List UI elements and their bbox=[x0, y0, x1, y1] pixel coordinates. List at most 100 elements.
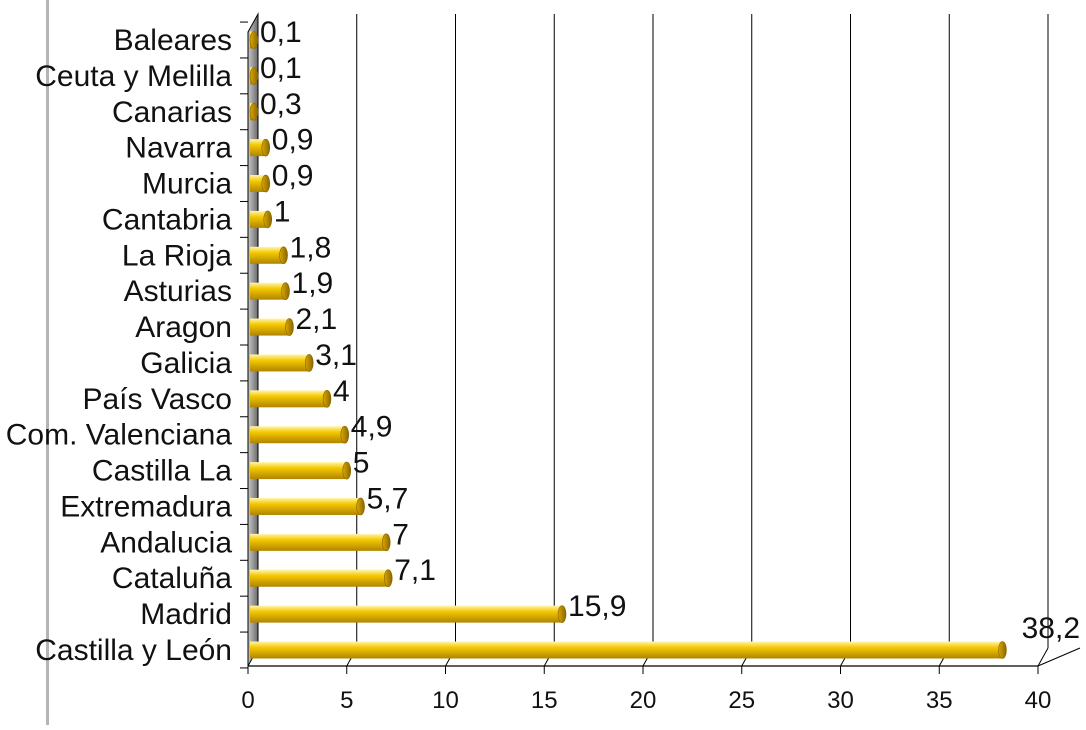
category-label: Com. Valenciana bbox=[6, 419, 233, 452]
category-label: Canarias bbox=[112, 96, 232, 129]
value-label: 0,3 bbox=[260, 88, 302, 121]
x-tick-label: 30 bbox=[827, 687, 854, 714]
bar bbox=[250, 461, 352, 480]
bar-body bbox=[250, 210, 268, 228]
bar bbox=[250, 210, 273, 229]
category-label: Cataluña bbox=[112, 562, 232, 595]
category-label: País Vasco bbox=[82, 383, 232, 416]
bar bbox=[250, 497, 365, 516]
bar-body bbox=[250, 497, 361, 515]
value-label: 0,1 bbox=[260, 16, 302, 49]
bar bbox=[249, 102, 259, 121]
bar bbox=[249, 67, 259, 85]
x-tick-label: 0 bbox=[241, 687, 254, 714]
bar bbox=[250, 318, 294, 336]
category-label: Cantabria bbox=[102, 203, 232, 236]
bar bbox=[250, 641, 1007, 659]
bar-cap bbox=[249, 102, 259, 121]
bar-cap bbox=[342, 461, 352, 480]
bar-body bbox=[250, 605, 563, 623]
bar-cap bbox=[381, 533, 391, 552]
category-label: Ceuta y Melilla bbox=[35, 60, 232, 93]
category-label: Asturias bbox=[124, 275, 232, 308]
bar bbox=[250, 533, 391, 552]
bar-body bbox=[250, 175, 266, 193]
value-label: 38,2 bbox=[1022, 612, 1080, 645]
bar bbox=[250, 138, 271, 157]
bar-cap bbox=[340, 425, 350, 444]
bar bbox=[250, 390, 332, 408]
bar-cap bbox=[279, 246, 288, 265]
value-label: 4 bbox=[333, 375, 350, 408]
bar-body bbox=[250, 426, 345, 444]
value-label: 2,1 bbox=[295, 303, 337, 336]
category-label: Extremadura bbox=[60, 490, 232, 523]
bar-body bbox=[250, 641, 1003, 659]
value-label: 0,9 bbox=[272, 124, 314, 157]
bar-cap bbox=[261, 138, 271, 157]
bar-body bbox=[250, 318, 290, 336]
value-label: 3,1 bbox=[315, 339, 357, 372]
value-label: 1 bbox=[274, 195, 291, 228]
left-edge-strip bbox=[46, 0, 49, 725]
value-label: 5 bbox=[353, 447, 370, 480]
x-tick-label: 15 bbox=[531, 687, 558, 714]
category-label: La Rioja bbox=[122, 239, 232, 272]
category-label: Castilla La bbox=[92, 455, 232, 488]
x-tick-label: 10 bbox=[432, 687, 459, 714]
floor-right-edge bbox=[1037, 647, 1081, 667]
bar bbox=[250, 569, 393, 588]
category-label: Murcia bbox=[142, 168, 232, 201]
category-label: Baleares bbox=[114, 24, 232, 57]
bar-cap bbox=[998, 641, 1007, 659]
value-label: 5,7 bbox=[367, 482, 409, 515]
category-label: Madrid bbox=[140, 598, 232, 631]
bar-body bbox=[250, 462, 347, 480]
category-label: Castilla y León bbox=[35, 634, 232, 667]
bar bbox=[250, 174, 271, 193]
bar-cap bbox=[557, 605, 567, 623]
bar-cap bbox=[263, 210, 273, 229]
value-label: 7,1 bbox=[394, 554, 436, 587]
x-tick-label: 25 bbox=[728, 687, 755, 714]
bar-cap bbox=[261, 174, 271, 193]
value-label: 0,9 bbox=[272, 160, 314, 193]
bar-cap bbox=[356, 497, 365, 516]
bar bbox=[250, 425, 350, 444]
category-label: Navarra bbox=[125, 132, 232, 165]
value-label: 4,9 bbox=[351, 411, 393, 444]
bar-cap bbox=[249, 67, 259, 85]
bar-body bbox=[250, 282, 286, 300]
value-label: 1,9 bbox=[292, 267, 334, 300]
bar-body bbox=[250, 246, 284, 264]
bar-body bbox=[250, 569, 389, 587]
value-label: 15,9 bbox=[568, 590, 626, 623]
bar-cap bbox=[281, 282, 290, 300]
category-label: Andalucia bbox=[100, 526, 232, 559]
x-tick-label: 35 bbox=[926, 687, 953, 714]
bar-cap bbox=[383, 569, 393, 588]
bar bbox=[250, 282, 290, 300]
bar bbox=[250, 246, 288, 265]
bar-cap bbox=[249, 31, 259, 49]
value-label: 1,8 bbox=[290, 231, 332, 264]
bar bbox=[250, 354, 314, 372]
floor-gridline bbox=[1037, 647, 1049, 667]
value-label: 7 bbox=[392, 518, 409, 551]
bar-cap bbox=[285, 318, 294, 336]
bar bbox=[250, 605, 567, 623]
category-label: Aragon bbox=[135, 311, 232, 344]
x-tick-label: 5 bbox=[340, 687, 353, 714]
value-label: 0,1 bbox=[260, 52, 302, 85]
bar-body bbox=[250, 533, 387, 551]
x-tick-label: 40 bbox=[1025, 687, 1052, 714]
bar-cap bbox=[322, 390, 332, 408]
bar-body bbox=[250, 390, 327, 408]
x-tick-label: 20 bbox=[630, 687, 657, 714]
bar-body bbox=[250, 139, 266, 157]
category-label: Galicia bbox=[140, 347, 232, 380]
bar-cap bbox=[304, 354, 314, 372]
bar-body bbox=[250, 354, 310, 372]
